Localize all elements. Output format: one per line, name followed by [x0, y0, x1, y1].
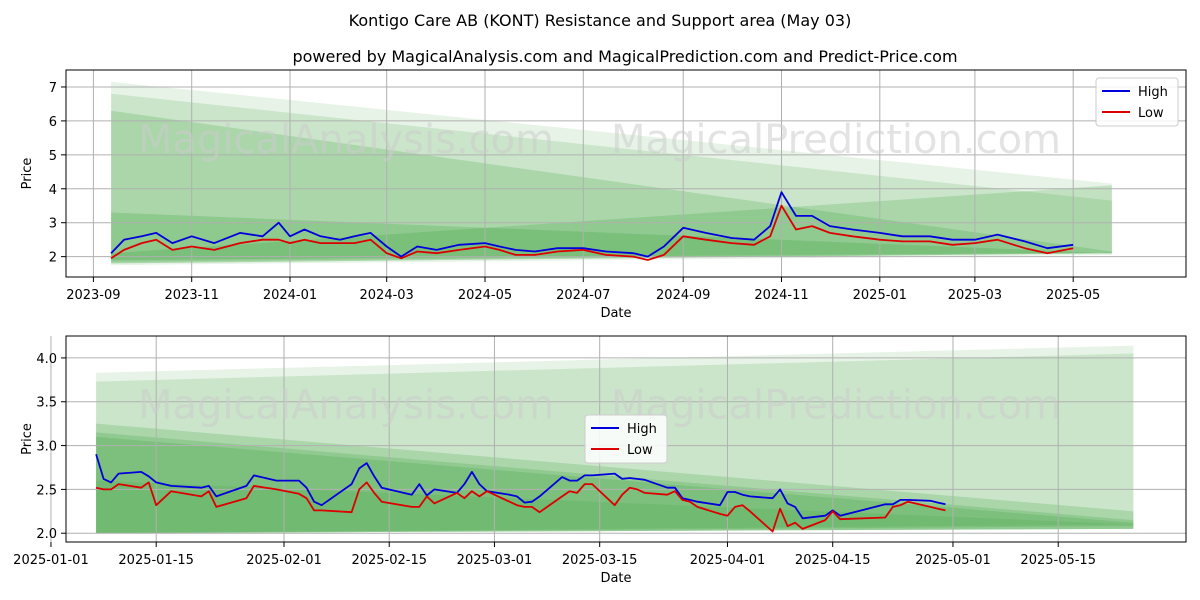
x-tick-label: 2024-01	[263, 288, 317, 303]
series-group	[95, 454, 946, 533]
x-tick-label: 2023-11	[165, 288, 219, 303]
x-tick-label: 2023-09	[66, 288, 120, 303]
band-area	[96, 423, 1134, 534]
x-tick-label: 2024-11	[754, 288, 808, 303]
y-tick-label: 3.0	[36, 440, 57, 455]
x-tick-label: 2025-05-15	[1020, 553, 1096, 568]
band-area	[111, 93, 1112, 264]
legend-label-high: High	[1138, 85, 1168, 100]
series-group	[110, 191, 1074, 261]
x-tick-label: 2025-01-01	[13, 553, 89, 568]
chart-subtitle: powered by MagicalAnalysis.com and Magic…	[292, 47, 957, 66]
x-axis-label: Date	[600, 306, 631, 321]
band-area	[96, 436, 1134, 534]
chart-title: Kontigo Care AB (KONT) Resistance and Su…	[349, 11, 852, 30]
series-line-high	[110, 191, 1074, 258]
support-resistance-bands	[111, 81, 1112, 266]
y-tick-label: 3	[49, 217, 57, 232]
watermark-text: MagicalAnalysis.com	[138, 382, 554, 428]
x-tick-label: 2024-07	[556, 288, 610, 303]
x-tick-label: 2025-03-15	[562, 553, 638, 568]
x-tick-label: 2025-05-01	[915, 553, 991, 568]
y-tick-label: 5	[49, 149, 57, 164]
x-tick-label: 2025-02-01	[246, 553, 322, 568]
x-tick-label: 2025-04-01	[690, 553, 766, 568]
legend-label-low: Low	[627, 443, 653, 458]
x-tick-label: 2025-03	[948, 288, 1002, 303]
band-area	[111, 110, 1112, 262]
x-tick-label: 2025-05	[1046, 288, 1100, 303]
watermark-text: MagicalAnalysis.com	[138, 117, 554, 163]
bottom-chart: 2025-01-01 2025-01-15 2025-02-01 2025-02-15…	[13, 335, 1187, 586]
watermark-text: MagicalPrediction.com	[611, 117, 1061, 163]
y-tick-label: 2.5	[36, 483, 57, 498]
legend-label-low: Low	[1138, 106, 1164, 121]
series-line-low	[110, 204, 1074, 261]
y-tick-label: 4	[49, 183, 57, 198]
band-area	[111, 185, 1112, 264]
band-area	[96, 480, 1134, 534]
x-tick-label: 2025-04-15	[795, 553, 871, 568]
legend-label-high: High	[627, 422, 657, 437]
x-tick-label: 2025-03-01	[457, 553, 533, 568]
y-tick-label: 2.0	[36, 527, 57, 542]
x-axis-label: Date	[600, 571, 631, 586]
plot-frame	[65, 69, 1187, 278]
y-tick-label: 4.0	[36, 352, 57, 367]
series-line-low	[95, 481, 946, 533]
series-line-high	[95, 454, 946, 520]
x-tick-label: 2024-05	[458, 288, 512, 303]
y-tick-label: 2	[49, 251, 57, 266]
legend: High Low	[584, 414, 668, 464]
legend: High Low	[1095, 77, 1179, 127]
plot-frame	[65, 335, 1187, 543]
y-tick-label: 7	[49, 81, 57, 96]
watermark-text: MagicalPrediction.com	[611, 382, 1061, 428]
x-tick-label: 2025-01	[853, 288, 907, 303]
band-area	[111, 212, 1112, 261]
x-tick-label: 2024-09	[656, 288, 710, 303]
top-chart: 2023-09 2023-11 2024-01 2024-03 2024-05 2024-…	[20, 69, 1187, 321]
x-tick-label: 2024-03	[360, 288, 414, 303]
y-tick-label: 3.5	[36, 396, 57, 411]
x-tick-label: 2025-02-15	[351, 553, 427, 568]
y-axis-label: Price	[20, 158, 35, 190]
x-tick-label: 2025-01-15	[118, 553, 194, 568]
y-axis-label: Price	[20, 423, 35, 455]
band-area	[111, 81, 1112, 266]
y-tick-label: 6	[49, 115, 57, 130]
